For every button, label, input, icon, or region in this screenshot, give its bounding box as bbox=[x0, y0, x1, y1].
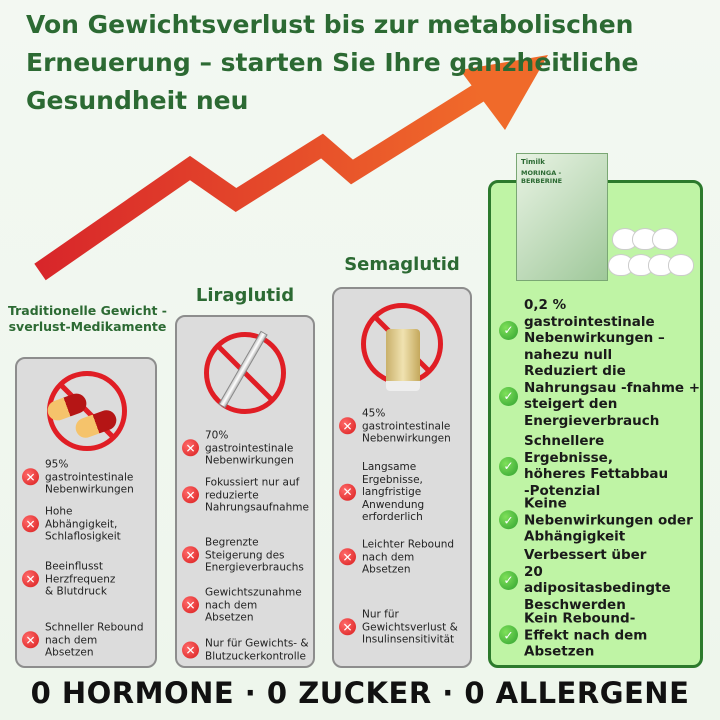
check-icon: ✓ bbox=[499, 510, 518, 530]
list-item: ✕ 45% gastrointestinale Nebenwirkungen bbox=[339, 407, 474, 445]
list-item: ✕ Nur für Gewichtsverlust & Insulinsensit… bbox=[339, 608, 474, 646]
cross-icon: ✕ bbox=[339, 417, 356, 435]
list-item: ✕ 70% gastrointestinale Nebenwirkungen bbox=[182, 429, 317, 467]
list-item: ✕ Langsame Ergebnisse, langfristige Anwen… bbox=[339, 461, 474, 524]
column-title-traditional: Traditionelle Gewicht -sverlust-Medikame… bbox=[7, 303, 167, 334]
list-item: ✕ Beeinflusst Herzfrequenz & Blutdruck bbox=[22, 560, 117, 598]
card-semaglutid: ✕ 45% gastrointestinale Nebenwirkungen ✕ L… bbox=[332, 287, 472, 668]
cross-icon: ✕ bbox=[182, 486, 199, 504]
check-icon: ✓ bbox=[499, 320, 518, 340]
cross-icon: ✕ bbox=[339, 548, 356, 566]
list-item: ✓ Keine Nebenwirkungen oder Abhängigkeit bbox=[499, 495, 699, 545]
upward-trend-arrow bbox=[34, 55, 548, 281]
check-icon: ✓ bbox=[499, 570, 518, 590]
column-title-semaglutid: Semaglutid bbox=[344, 254, 460, 275]
check-icon: ✓ bbox=[499, 386, 518, 406]
list-item: ✕ Gewichtszunahme nach dem Absetzen bbox=[182, 586, 307, 624]
list-item: ✕ Schneller Rebound nach dem Absetzen bbox=[22, 621, 147, 659]
cross-icon: ✕ bbox=[22, 631, 39, 649]
cross-icon: ✕ bbox=[182, 439, 199, 457]
check-icon: ✓ bbox=[499, 456, 518, 476]
headline: Von Gewichtsverlust bis zur metabolische… bbox=[26, 10, 639, 115]
list-item: ✕ Begrenzte Steigerung des Energieverbrau… bbox=[182, 536, 304, 574]
product-box-image: Timilk MORINGA - BERBERINE bbox=[516, 153, 608, 281]
cross-icon: ✕ bbox=[22, 468, 39, 486]
card-traditional: ✕ 95% gastrointestinale Nebenwirkungen ✕ H… bbox=[15, 357, 157, 668]
cross-icon: ✕ bbox=[182, 641, 199, 659]
list-item: ✓ Kein Rebound-Effekt nach dem Absetzen bbox=[499, 610, 699, 660]
list-item: ✕ Hohe Abhängigkeit, Schlaflosigkeit bbox=[22, 505, 147, 543]
footer-claim: 0 HORMONE · 0 ZUCKER · 0 ALLERGENE bbox=[30, 676, 690, 710]
cross-icon: ✕ bbox=[182, 546, 199, 564]
list-item: ✕ Fokussiert nur auf reduzierte Nahrungsa… bbox=[182, 476, 309, 514]
prohibited-syringe-icon bbox=[204, 332, 286, 414]
patch-icon bbox=[652, 228, 678, 250]
list-item: ✓ Schnellere Ergebnisse, höheres Fettabba… bbox=[499, 433, 699, 499]
list-item: ✕ Leichter Rebound nach dem Absetzen bbox=[339, 538, 464, 576]
column-title-liraglutid: Liraglutid bbox=[195, 285, 295, 306]
cross-icon: ✕ bbox=[22, 570, 39, 588]
check-icon: ✓ bbox=[499, 625, 518, 645]
list-item: ✓ Reduziert die Nahrungsau -fnahme + stei… bbox=[499, 363, 704, 429]
list-item: ✕ Nur für Gewichts- & Blutzuckerkontrolle bbox=[182, 638, 317, 663]
list-item: ✕ 95% gastrointestinale Nebenwirkungen bbox=[22, 458, 157, 496]
patch-icon bbox=[668, 254, 694, 276]
dropper-bottle-icon bbox=[386, 329, 420, 391]
list-item: ✓ 0,2 % gastrointestinale Nebenwirkungen … bbox=[499, 297, 699, 363]
cross-icon: ✕ bbox=[339, 483, 356, 501]
cross-icon: ✕ bbox=[22, 515, 39, 533]
card-liraglutid: ✕ 70% gastrointestinale Nebenwirkungen ✕ F… bbox=[175, 315, 315, 668]
list-item: ✓ Verbessert über 20 adipositasbedingte B… bbox=[499, 547, 699, 613]
cross-icon: ✕ bbox=[182, 596, 199, 614]
cross-icon: ✕ bbox=[339, 618, 356, 636]
